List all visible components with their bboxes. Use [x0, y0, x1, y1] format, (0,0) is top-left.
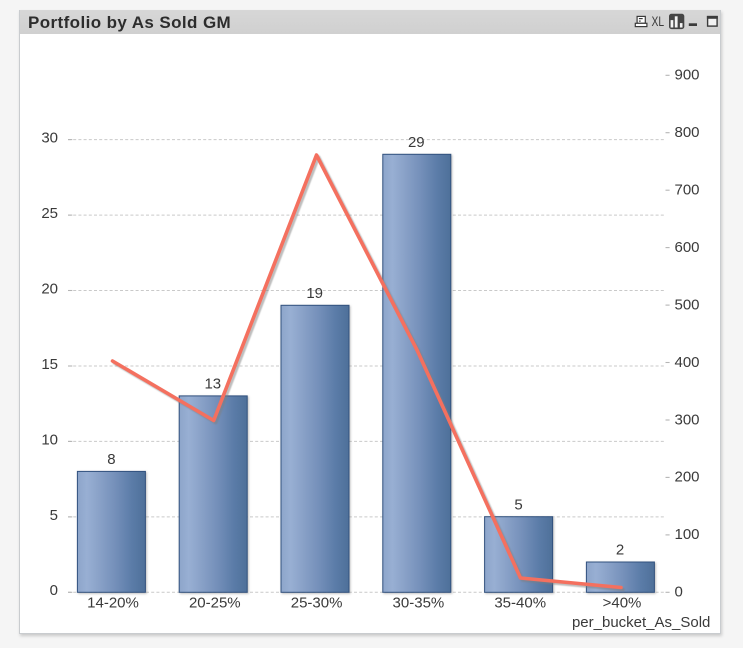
svg-text:5: 5 — [514, 496, 522, 513]
svg-text:>40%: >40% — [603, 595, 642, 612]
svg-text:8: 8 — [107, 451, 115, 468]
svg-text:30: 30 — [41, 130, 58, 147]
svg-text:400: 400 — [675, 354, 700, 371]
svg-text:900: 900 — [675, 67, 700, 84]
svg-text:13: 13 — [204, 376, 221, 393]
svg-text:XL: XL — [652, 13, 665, 29]
svg-text:19: 19 — [306, 285, 323, 302]
svg-text:700: 700 — [675, 182, 700, 199]
svg-text:0: 0 — [50, 582, 58, 599]
svg-text:20: 20 — [41, 280, 58, 297]
svg-text:500: 500 — [675, 296, 700, 313]
svg-text:5: 5 — [50, 507, 58, 524]
svg-text:30-35%: 30-35% — [393, 595, 445, 612]
svg-text:35-40%: 35-40% — [494, 595, 546, 612]
svg-text:14-20%: 14-20% — [87, 595, 139, 612]
svg-text:15: 15 — [41, 356, 58, 373]
svg-text:20-25%: 20-25% — [189, 595, 241, 612]
svg-text:300: 300 — [675, 411, 700, 428]
svg-text:25-30%: 25-30% — [291, 595, 343, 612]
svg-text:800: 800 — [675, 124, 700, 141]
svg-text:0: 0 — [675, 584, 683, 601]
svg-text:10: 10 — [41, 431, 58, 448]
svg-text:29: 29 — [408, 134, 425, 151]
svg-text:100: 100 — [675, 526, 700, 543]
svg-text:2: 2 — [616, 542, 624, 559]
svg-text:per_bucket_As_Sold: per_bucket_As_Sold — [572, 614, 710, 631]
svg-text:25: 25 — [41, 205, 58, 222]
svg-text:200: 200 — [675, 469, 700, 486]
svg-text:600: 600 — [675, 239, 700, 256]
